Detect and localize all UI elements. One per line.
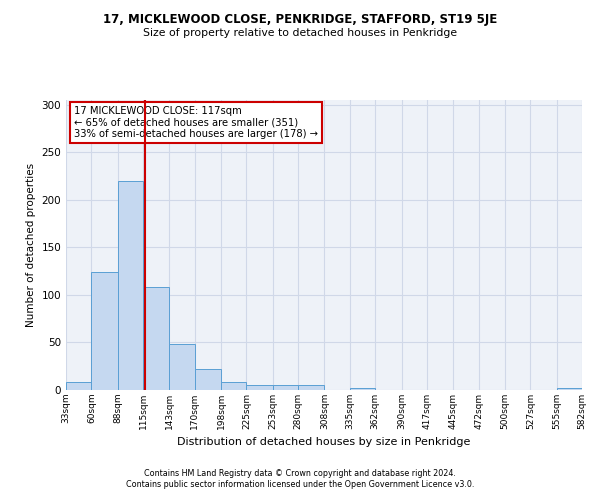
Y-axis label: Number of detached properties: Number of detached properties [26, 163, 36, 327]
X-axis label: Distribution of detached houses by size in Penkridge: Distribution of detached houses by size … [178, 438, 470, 448]
Text: Size of property relative to detached houses in Penkridge: Size of property relative to detached ho… [143, 28, 457, 38]
Bar [169, 344, 195, 390]
Bar [66, 382, 91, 390]
Bar [91, 272, 118, 390]
Text: 17, MICKLEWOOD CLOSE, PENKRIDGE, STAFFORD, ST19 5JE: 17, MICKLEWOOD CLOSE, PENKRIDGE, STAFFOR… [103, 12, 497, 26]
Bar [221, 382, 247, 390]
Bar [557, 388, 582, 390]
Bar [298, 385, 325, 390]
Text: Contains HM Land Registry data © Crown copyright and database right 2024.: Contains HM Land Registry data © Crown c… [144, 468, 456, 477]
Text: Contains public sector information licensed under the Open Government Licence v3: Contains public sector information licen… [126, 480, 474, 489]
Bar [350, 388, 375, 390]
Bar [247, 385, 273, 390]
Bar [273, 385, 298, 390]
Bar [195, 369, 221, 390]
Text: 17 MICKLEWOOD CLOSE: 117sqm
← 65% of detached houses are smaller (351)
33% of se: 17 MICKLEWOOD CLOSE: 117sqm ← 65% of det… [74, 106, 318, 139]
Bar [118, 181, 143, 390]
Bar [143, 288, 169, 390]
